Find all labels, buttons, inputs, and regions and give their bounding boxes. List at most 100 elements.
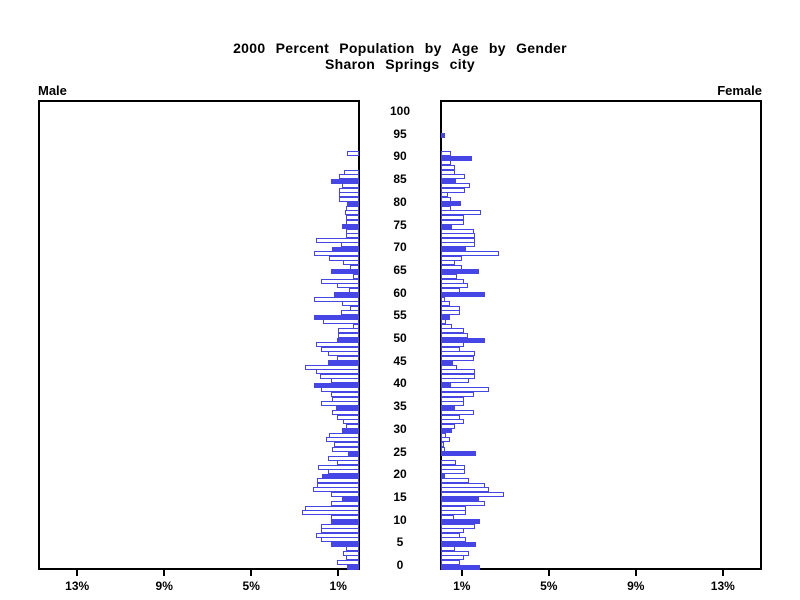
age-tick-label-75: 75 <box>393 217 407 232</box>
bar-male-age-15 <box>341 496 359 502</box>
bar-male-age-21 <box>327 469 359 475</box>
bar-male-age-1 <box>337 560 359 565</box>
bar-female-age-33 <box>441 414 460 420</box>
bar-female-age-10 <box>441 519 481 525</box>
bar-female-age-60 <box>441 292 485 298</box>
bar-male-age-26 <box>331 446 359 452</box>
bar-female-age-81 <box>441 196 451 202</box>
bar-female-age-4 <box>441 546 456 552</box>
bar-male-age-25 <box>348 451 359 456</box>
bar-male-age-36 <box>320 401 359 407</box>
female-axis-tick-5% <box>547 570 550 576</box>
bar-male-age-77 <box>345 214 359 220</box>
bar-female-age-21 <box>441 469 465 475</box>
bar-female-age-9 <box>441 523 475 529</box>
male-axis-label-13%: 13% <box>65 579 90 593</box>
bar-female-age-55 <box>441 314 450 320</box>
bar-male-age-79 <box>345 205 359 211</box>
bar-female-age-56 <box>441 310 460 316</box>
bar-male-age-85 <box>330 178 359 184</box>
bar-female-age-65 <box>441 269 480 275</box>
age-tick-label-80: 80 <box>393 194 407 209</box>
bar-male-age-47 <box>327 351 359 357</box>
chart-title-line2: Sharon Springs city <box>325 56 475 72</box>
bar-male-age-62 <box>337 283 359 288</box>
bar-female-age-18 <box>441 482 485 488</box>
bar-female-age-17 <box>441 487 489 493</box>
bar-female-age-42 <box>441 373 475 379</box>
bar-female-age-19 <box>441 478 470 484</box>
bar-female-age-37 <box>441 396 464 402</box>
bar-female-age-41 <box>441 378 470 384</box>
bar-male-age-52 <box>338 328 359 334</box>
bar-female-age-64 <box>441 273 458 279</box>
female-axis-tick-1% <box>460 570 463 576</box>
bar-male-age-82 <box>339 192 359 198</box>
bar-male-age-23 <box>337 460 359 466</box>
bar-male-age-49 <box>315 342 359 347</box>
bar-female-age-23 <box>441 460 457 466</box>
bar-female-age-34 <box>441 410 474 416</box>
bar-male-age-48 <box>320 346 359 352</box>
age-tick-label-55: 55 <box>393 308 407 323</box>
bar-male-age-81 <box>339 196 359 202</box>
bar-male-age-0 <box>347 564 359 570</box>
male-axis-label-1%: 1% <box>329 579 347 593</box>
bar-female-age-83 <box>441 187 465 193</box>
male-axis-tick-13% <box>76 570 79 576</box>
bar-male-age-83 <box>339 187 359 193</box>
bar-male-age-18 <box>316 482 359 488</box>
bar-female-age-76 <box>441 219 464 225</box>
bar-male-age-75 <box>341 224 359 229</box>
bar-female-age-75 <box>441 224 452 229</box>
bar-male-age-34 <box>331 410 359 416</box>
age-tick-label-85: 85 <box>393 172 407 187</box>
bar-male-age-66 <box>350 264 359 270</box>
bar-male-age-63 <box>320 278 359 284</box>
female-panel <box>440 100 762 570</box>
bar-male-age-42 <box>319 373 359 379</box>
bar-female-age-62 <box>441 283 469 288</box>
bar-female-age-68 <box>441 255 462 261</box>
bar-male-age-20 <box>322 473 359 479</box>
age-tick-label-100: 100 <box>389 104 411 118</box>
bar-male-age-37 <box>331 396 359 402</box>
bar-male-age-64 <box>352 273 359 279</box>
bar-female-age-51 <box>441 333 469 338</box>
bar-female-age-16 <box>441 491 505 497</box>
bar-female-age-45 <box>441 360 453 366</box>
bar-female-age-0 <box>441 564 481 570</box>
female-axis-tick-9% <box>634 570 637 576</box>
bar-male-age-7 <box>315 532 359 538</box>
male-axis-label-5%: 5% <box>242 579 260 593</box>
bar-male-age-16 <box>330 491 359 497</box>
bar-male-age-53 <box>352 323 359 329</box>
bar-male-age-65 <box>330 269 359 275</box>
bar-female-age-20 <box>441 473 446 479</box>
bar-male-age-32 <box>342 419 359 425</box>
bar-male-age-3 <box>342 550 359 556</box>
bar-female-age-89 <box>441 160 451 166</box>
bar-female-age-28 <box>441 437 450 443</box>
bar-male-age-68 <box>328 255 359 261</box>
bar-male-age-76 <box>345 219 359 225</box>
bar-female-age-47 <box>441 351 475 357</box>
bar-female-age-50 <box>441 337 485 343</box>
bar-female-age-91 <box>441 151 451 157</box>
bar-male-age-54 <box>323 319 359 325</box>
bar-female-age-72 <box>441 237 475 243</box>
bar-male-age-60 <box>334 292 359 298</box>
bar-male-age-56 <box>340 310 359 316</box>
bar-male-age-38 <box>330 392 359 397</box>
bar-male-age-35 <box>336 405 359 411</box>
bar-male-age-31 <box>345 423 359 429</box>
bar-female-age-1 <box>441 560 460 565</box>
bar-male-age-22 <box>317 464 359 470</box>
bar-male-age-13 <box>304 505 359 511</box>
male-panel-label: Male <box>38 83 67 98</box>
bar-female-age-57 <box>441 305 460 311</box>
bar-female-age-38 <box>441 392 474 397</box>
bar-female-age-86 <box>441 174 465 180</box>
bar-female-age-79 <box>441 205 451 211</box>
male-axis-label-9%: 9% <box>155 579 173 593</box>
